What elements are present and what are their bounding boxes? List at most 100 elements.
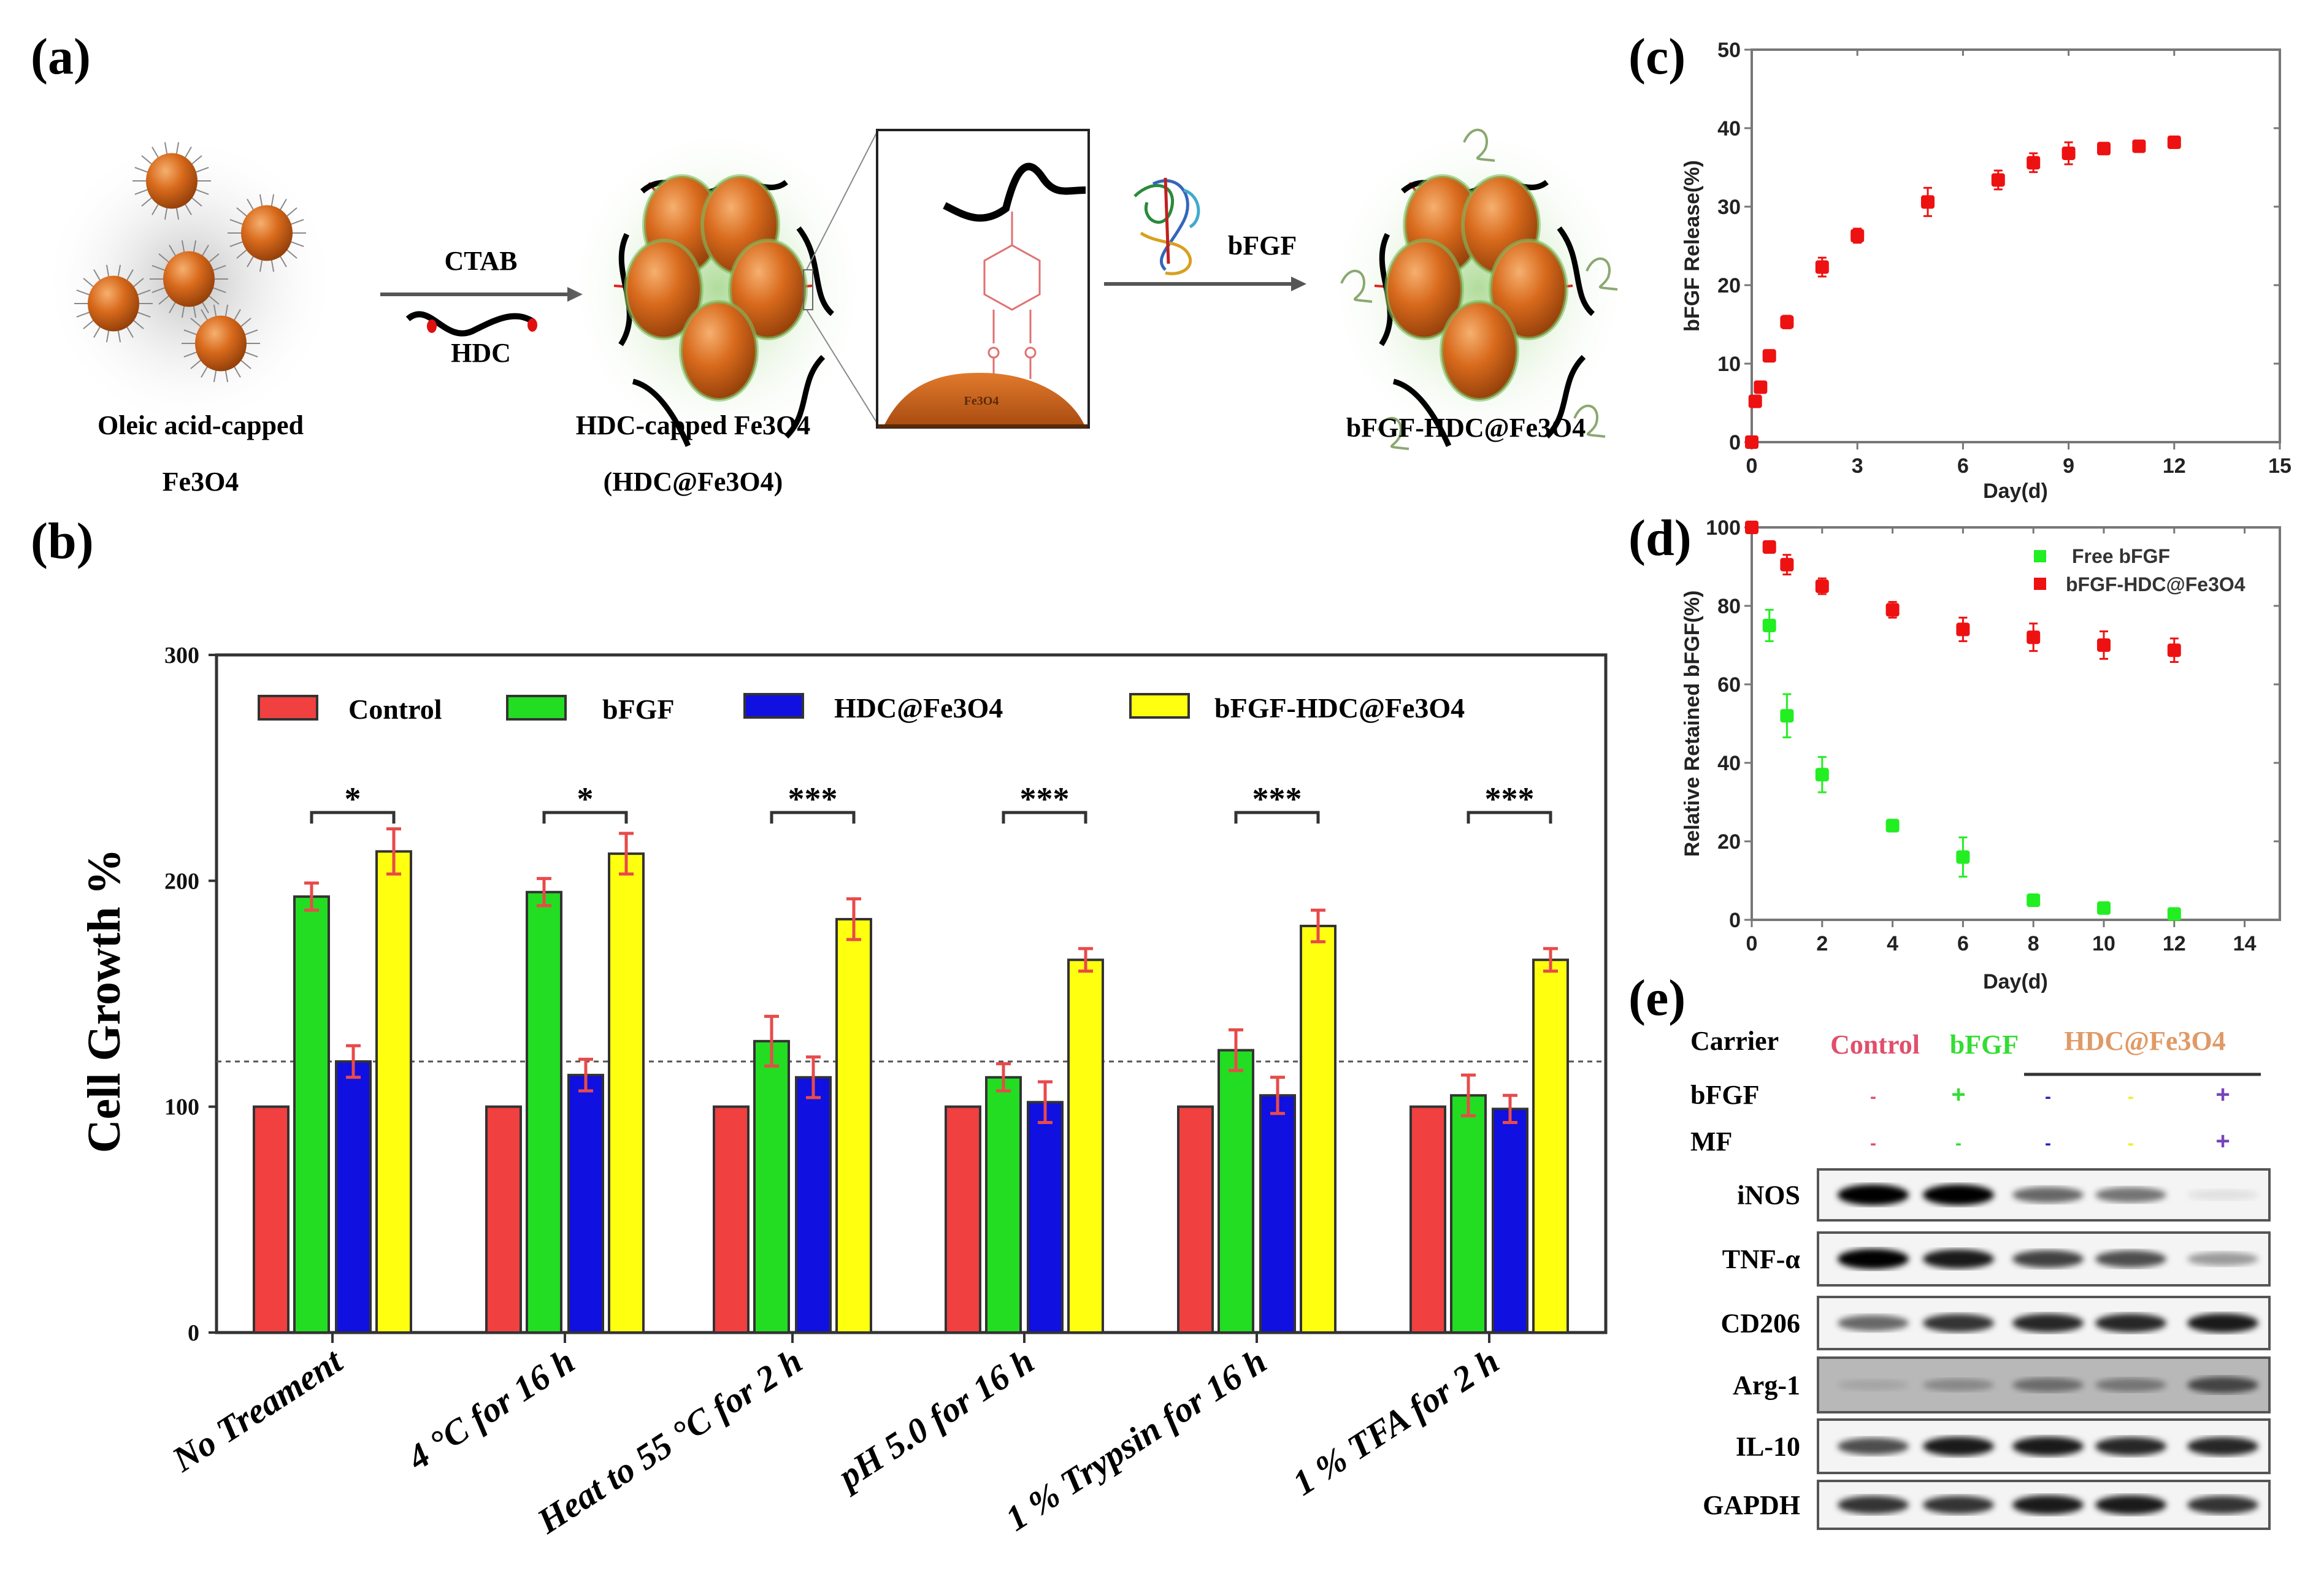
ligand-chain — [190, 318, 202, 327]
significance-marker: *** — [1252, 781, 1302, 817]
data-point — [1956, 622, 1970, 637]
legend-swatch-hdc — [743, 693, 804, 719]
x-category-label: 1 % TFA for 2 h — [1286, 1341, 1506, 1503]
inset-core-label: Fe3O4 — [964, 394, 999, 408]
x-category-label: 1 % Trypsin for 16 h — [999, 1341, 1273, 1539]
bfgf-protein-icon — [1340, 269, 1373, 303]
bar-bfgf-hdc-fe3o4 — [608, 852, 645, 1334]
panel-label-b: (b) — [31, 513, 94, 570]
bar-hdc-fe3o4 — [335, 1060, 372, 1334]
significance-marker: * — [345, 781, 361, 817]
y-axis-title: bFGF Release(%) — [1681, 160, 1704, 332]
data-point — [2167, 136, 2181, 150]
ligand-chain — [213, 265, 226, 271]
data-point — [1745, 521, 1758, 534]
hdc-polymer-chain — [1392, 378, 1452, 447]
panel-label-e: (e) — [1628, 970, 1685, 1027]
ligand-chain — [229, 219, 243, 225]
bar-bfgf — [293, 895, 330, 1334]
ligand-chain — [245, 329, 258, 335]
ligand-chain — [83, 319, 94, 329]
data-point — [1885, 819, 1900, 833]
data-point — [2167, 643, 2181, 657]
bar-bfgf — [753, 1039, 790, 1334]
ligand-chain — [247, 254, 255, 267]
x-tick-label: 9 — [2063, 454, 2074, 478]
legend-label-hdc: bFGF-HDC@Fe3O4 — [2066, 573, 2245, 595]
fe3o4-nanoparticle — [88, 275, 139, 332]
x-tick-label: 10 — [2092, 932, 2115, 955]
x-tick-label: 12 — [2163, 932, 2186, 955]
y-tick-label: 50 — [1717, 39, 1741, 62]
legend-swatch-control — [258, 695, 318, 721]
bar-bfgf-hdc-fe3o4 — [1067, 958, 1104, 1334]
bar-control — [253, 1105, 290, 1334]
blot-band — [1838, 1184, 1909, 1206]
ligand-chain — [181, 304, 185, 318]
bar-bfgf — [526, 890, 562, 1334]
y-tick-label: 200 — [164, 868, 199, 894]
ligand-chain — [193, 240, 197, 254]
ligand-chain — [93, 325, 101, 338]
blot-band — [1923, 1314, 1994, 1333]
y-tick-label: 60 — [1717, 673, 1741, 697]
legend-label-hdc: HDC@Fe3O4 — [834, 692, 1003, 724]
blot-band — [2012, 1377, 2084, 1393]
ligand-chain — [279, 254, 287, 267]
ligand-chain — [224, 304, 229, 318]
bfgf-protein-icon — [1586, 257, 1618, 291]
ligand-chain — [193, 304, 197, 318]
data-point — [2061, 146, 2076, 160]
ligand-chain — [181, 240, 185, 254]
ligand-chain — [141, 155, 153, 165]
blot-row-label: iNOS — [1737, 1180, 1800, 1211]
ligand-chain — [190, 359, 202, 369]
bar-hdc-fe3o4 — [567, 1074, 604, 1334]
bfgf-hdc-nanoparticles-illustration — [1325, 123, 1632, 454]
bar-bfgf-hdc-fe3o4 — [1532, 958, 1569, 1334]
ligand-chain — [132, 278, 144, 288]
ligand-chain — [169, 300, 177, 313]
ligand-chain — [291, 219, 304, 225]
oleic-acid-label-line2: Fe3O4 — [163, 467, 239, 497]
ligand-chain — [270, 194, 275, 208]
ligand-chain — [201, 245, 209, 258]
x-category-label: pH 5.0 for 16 h — [829, 1341, 1041, 1497]
fe3o4-nanoparticle — [1440, 300, 1519, 402]
fe3o4-nanoparticle — [163, 251, 215, 307]
y-tick-label: 10 — [1717, 353, 1741, 376]
x-tick-label: 12 — [2163, 454, 2186, 478]
ligand-chain — [236, 249, 248, 259]
mf-row-header: MF — [1690, 1126, 1732, 1157]
synthesis-scheme: CTAB HDC Fe3O4 — [43, 123, 1632, 497]
plot-frame — [1751, 526, 2281, 921]
legend-label-control: Control — [348, 694, 442, 725]
blot-band — [1923, 1436, 1994, 1456]
blot-band — [1923, 1184, 1994, 1206]
ligand-chain — [175, 206, 180, 220]
x-tick-label: 8 — [2028, 932, 2039, 955]
ligand-chain — [175, 142, 180, 156]
fe3o4-nanoparticle — [195, 315, 247, 372]
blot-band — [2187, 1377, 2258, 1393]
bar-bfgf-hdc-fe3o4 — [1300, 925, 1336, 1334]
significance-bracket — [770, 811, 856, 824]
x-tick-label: 0 — [1746, 454, 1758, 478]
data-point — [1815, 579, 1829, 593]
x-tick-label: 14 — [2233, 932, 2257, 955]
bfgf-retention-chart: Relative Retained bFGF(%) Day(d) 0 2 4 6 8 10… — [1681, 516, 2281, 993]
fe3o4-nanoparticle — [1489, 239, 1568, 340]
data-point — [1885, 603, 1900, 617]
bar-hdc-fe3o4 — [1027, 1101, 1064, 1334]
x-tick-label: 0 — [1746, 932, 1758, 955]
data-point — [2027, 893, 2041, 907]
ligand-chain — [191, 155, 202, 165]
blot-row-label: IL-10 — [1736, 1432, 1800, 1462]
y-tick-label: 300 — [164, 643, 199, 668]
blot-band — [2012, 1495, 2084, 1515]
blot-row-label: GAPDH — [1703, 1490, 1800, 1520]
ligand-chain — [134, 189, 148, 195]
data-point — [1815, 260, 1829, 274]
hdc-polymer-chain — [632, 378, 691, 447]
